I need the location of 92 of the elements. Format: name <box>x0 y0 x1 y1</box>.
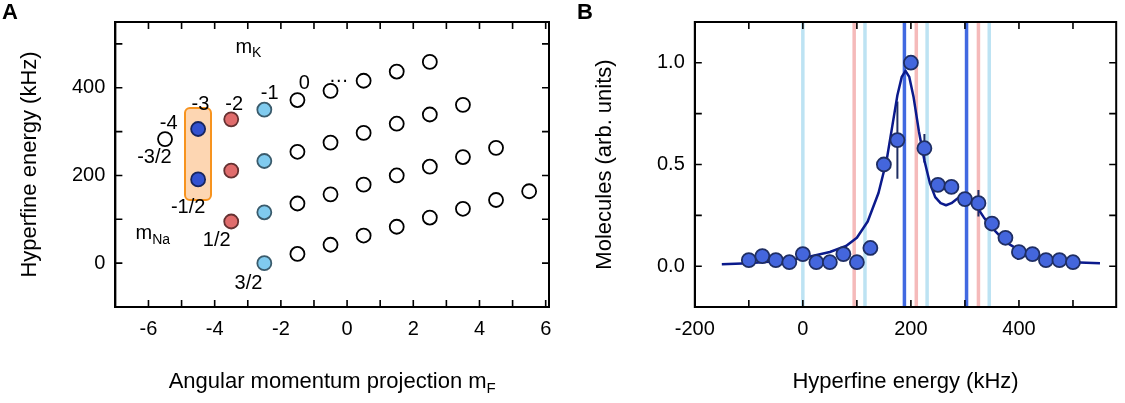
x-tick-label: 4 <box>473 316 486 339</box>
point <box>455 96 471 113</box>
point <box>488 139 504 156</box>
point <box>355 227 372 244</box>
y-axis-title: Molecules (arb. units) <box>591 59 617 270</box>
annotation: 3/2 <box>234 271 263 294</box>
x-tick-label: 0 <box>797 316 809 339</box>
annotation: -3/2 <box>137 145 172 168</box>
annotation: -1 <box>260 81 279 104</box>
x-tick-label: 200 <box>894 316 928 339</box>
point <box>984 215 1000 232</box>
chart-title: A <box>2 0 18 25</box>
point <box>256 204 273 221</box>
point <box>488 192 504 208</box>
point <box>421 209 438 226</box>
point <box>930 176 946 193</box>
y-axis-title: Hyperfine energy (kHz) <box>16 51 42 278</box>
point <box>421 158 438 175</box>
point <box>957 191 973 208</box>
x-axis-title: Hyperfine energy (kHz) <box>792 368 1019 394</box>
point <box>223 162 240 179</box>
y-tick-label: 0.0 <box>656 253 685 276</box>
point <box>455 200 471 217</box>
x-tick-label: 2 <box>407 316 419 339</box>
point <box>767 252 784 269</box>
point <box>1065 254 1081 271</box>
point <box>289 195 306 212</box>
point <box>740 252 757 269</box>
point <box>1038 252 1054 269</box>
point <box>157 131 173 147</box>
point <box>903 54 919 71</box>
point <box>1024 246 1041 262</box>
point <box>421 54 438 70</box>
point <box>322 134 339 151</box>
point <box>289 143 306 160</box>
annotation: 1/2 <box>202 228 231 251</box>
x-tick-label: -2 <box>271 316 290 339</box>
x-tick-label: 0 <box>341 316 353 339</box>
y-tick-label: 0.5 <box>656 152 685 175</box>
point <box>322 186 339 203</box>
point <box>821 254 838 271</box>
point <box>289 246 306 262</box>
point <box>1011 244 1027 260</box>
point <box>322 236 339 253</box>
point <box>256 255 273 272</box>
point <box>355 125 372 141</box>
point <box>388 115 405 132</box>
x-tick-label: -200 <box>674 316 715 339</box>
point <box>455 149 471 165</box>
point <box>521 183 538 200</box>
point <box>355 72 372 89</box>
point <box>388 167 405 184</box>
y-tick-label: 1.0 <box>656 50 685 73</box>
point <box>190 121 207 137</box>
point <box>889 132 906 148</box>
point <box>916 140 933 157</box>
x-tick-label: 6 <box>540 316 552 339</box>
point <box>223 213 240 230</box>
point <box>754 248 771 265</box>
point <box>997 229 1014 246</box>
x-tick-label: -4 <box>205 316 224 339</box>
point <box>322 82 339 99</box>
annotation: -2 <box>225 91 244 114</box>
point <box>794 246 811 262</box>
y-tick-label: 200 <box>71 162 106 185</box>
chart-title: B <box>577 0 593 25</box>
point <box>388 218 405 235</box>
point <box>256 101 273 118</box>
annotation: … <box>328 64 349 87</box>
point <box>862 240 879 256</box>
point <box>943 178 960 195</box>
point <box>781 254 798 271</box>
point <box>289 92 306 108</box>
y-tick-label: 400 <box>71 75 106 98</box>
point <box>848 254 865 271</box>
x-tick-label: 400 <box>1002 316 1036 339</box>
point <box>190 171 207 188</box>
point <box>1051 252 1068 269</box>
point <box>835 246 852 262</box>
point <box>970 195 987 212</box>
point <box>808 254 825 271</box>
point <box>355 176 372 193</box>
annotation: -1/2 <box>170 194 206 217</box>
annotation: 0 <box>298 71 310 94</box>
x-tick-label: -6 <box>139 316 158 339</box>
point <box>223 111 240 128</box>
point <box>421 106 438 123</box>
annotation: -4 <box>159 110 178 133</box>
point <box>388 63 405 80</box>
y-tick-label: 0 <box>94 250 106 273</box>
point <box>256 153 273 169</box>
point <box>875 156 892 173</box>
